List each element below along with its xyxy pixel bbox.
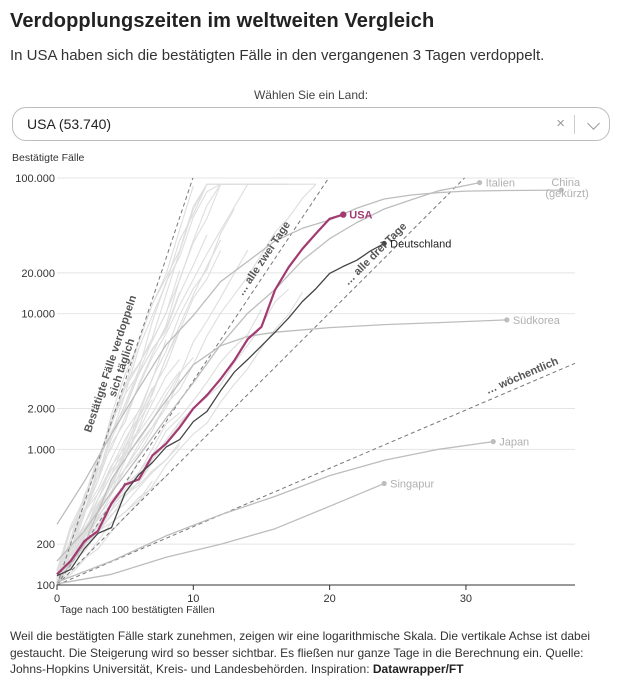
series-line bbox=[56, 440, 494, 583]
clear-icon[interactable]: × bbox=[556, 115, 565, 132]
highlighted-country-lines bbox=[56, 211, 387, 577]
x-tick-label: 10 bbox=[187, 593, 199, 605]
y-tick-label: 2.000 bbox=[27, 403, 55, 415]
y-tick-label: 100.000 bbox=[15, 173, 55, 185]
series-endpoint bbox=[558, 187, 564, 193]
x-tick-label: 20 bbox=[324, 593, 336, 605]
country-select[interactable]: USA (53.740) × bbox=[12, 107, 610, 141]
series-line bbox=[56, 189, 562, 525]
series-endpoint bbox=[490, 439, 496, 445]
reference-line bbox=[56, 177, 465, 586]
chart-axes: 1002001.0002.00010.00020.000100.000Bestä… bbox=[12, 152, 575, 616]
reference-lines bbox=[56, 177, 576, 586]
country-select-label: Wählen Sie ein Land: bbox=[253, 88, 369, 102]
x-tick-label: 30 bbox=[460, 593, 472, 605]
background-country-line bbox=[56, 183, 317, 580]
chart-footnote: Weil die bestätigten Fälle stark zunehme… bbox=[10, 628, 622, 678]
x-tick-label: 0 bbox=[54, 593, 60, 605]
series-endpoint bbox=[381, 480, 387, 487]
series-line bbox=[56, 319, 507, 584]
series-line bbox=[56, 482, 385, 585]
background-country-line bbox=[56, 339, 167, 584]
reference-line bbox=[56, 177, 194, 586]
series-label: Südkorea bbox=[513, 315, 561, 327]
reference-label: … wöchentlich bbox=[484, 355, 560, 397]
background-country-line bbox=[56, 412, 181, 575]
y-tick-label: 20.000 bbox=[21, 268, 55, 280]
y-tick-label: 10.000 bbox=[21, 309, 55, 321]
country-select-value[interactable]: USA (53.740) bbox=[27, 116, 112, 132]
series-endpoint bbox=[381, 240, 387, 247]
series-line bbox=[56, 213, 344, 576]
select-divider bbox=[574, 115, 575, 134]
series-label: Italien bbox=[486, 178, 515, 190]
chart-labels: Bestätigte Fälle verdoppelnsich täglich…… bbox=[82, 177, 588, 490]
y-axis-label: Bestätigte Fälle bbox=[12, 152, 85, 164]
background-country-line bbox=[56, 183, 276, 576]
reference-label: … alle zwei Tage bbox=[235, 219, 293, 298]
series-endpoint bbox=[504, 317, 510, 323]
y-tick-label: 200 bbox=[37, 539, 55, 551]
series-endpoint bbox=[340, 211, 347, 218]
page-subtitle: In USA haben sich die bestätigten Fälle … bbox=[10, 47, 545, 64]
background-country-line bbox=[56, 185, 194, 570]
source-link[interactable]: Datawrapper/FT bbox=[372, 662, 464, 676]
reference-line bbox=[56, 362, 576, 586]
series-endpoint bbox=[476, 179, 483, 186]
series-line bbox=[56, 242, 385, 577]
x-axis-label: Tage nach 100 bestätigten Fällen bbox=[60, 604, 215, 616]
background-country-line bbox=[56, 409, 140, 578]
reference-label: … alle drei Tage bbox=[342, 220, 410, 288]
reference-line bbox=[56, 177, 330, 586]
page-title: Verdopplungszeiten im weltweiten Verglei… bbox=[10, 10, 435, 32]
y-tick-label: 1.000 bbox=[27, 444, 55, 456]
background-country-line bbox=[56, 183, 276, 577]
footnote-text: Weil die bestätigten Fälle stark zunehme… bbox=[10, 629, 591, 676]
y-tick-label: 100 bbox=[37, 580, 55, 592]
series-label: China (gekürzt) bbox=[545, 177, 588, 200]
background-country-line bbox=[56, 183, 235, 575]
background-country-line bbox=[56, 292, 303, 585]
doubling-time-chart: 1002001.0002.00010.00020.000100.000Bestä… bbox=[12, 152, 589, 616]
series-label: USA bbox=[349, 210, 372, 222]
series-label: Singapur bbox=[390, 478, 434, 490]
series-label: Japan bbox=[499, 437, 529, 449]
chevron-down-icon[interactable] bbox=[587, 117, 600, 130]
background-country-line bbox=[56, 183, 289, 579]
series-label: Deutschland bbox=[390, 239, 451, 251]
